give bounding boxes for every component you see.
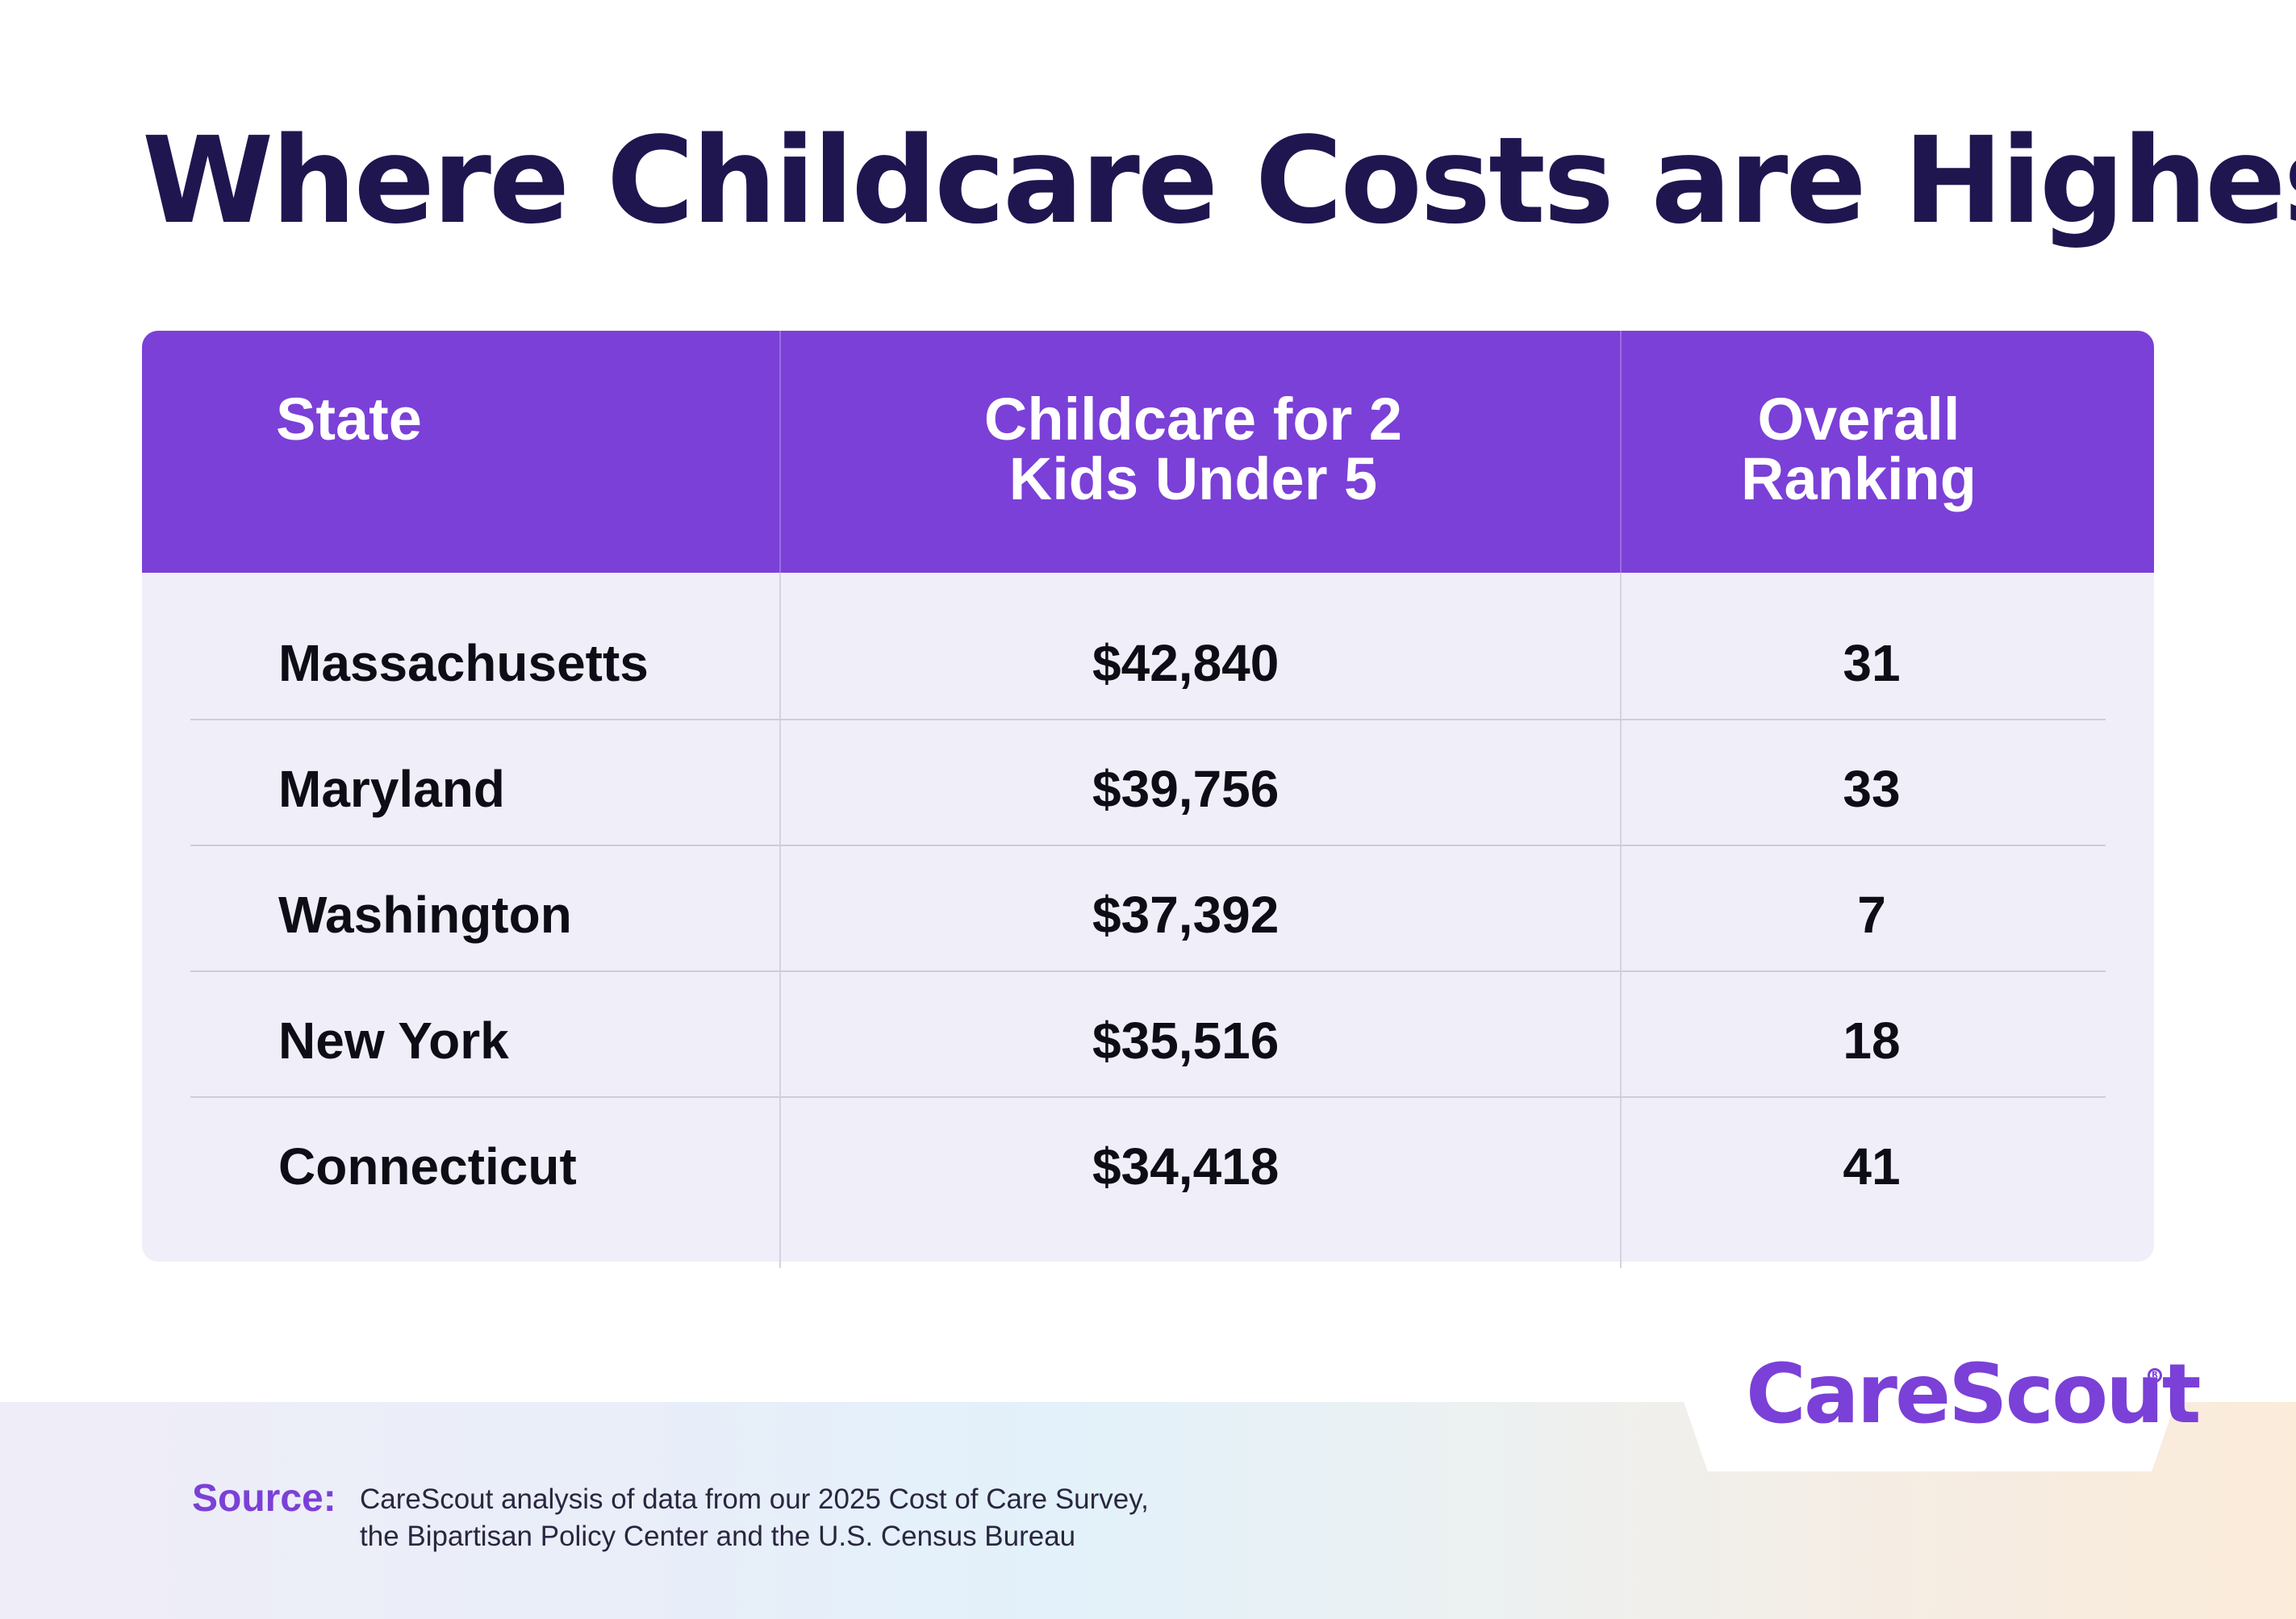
ranking-cell: 33 (1843, 760, 1901, 818)
column-header-overall-ranking-line2: Ranking (1741, 445, 1977, 512)
state-cell: New York (278, 1012, 509, 1070)
column-header-state: State (276, 390, 422, 449)
ranking-cell: 31 (1843, 634, 1901, 692)
state-cell: Washington (278, 886, 572, 944)
cost-cell: $34,418 (1092, 1137, 1279, 1195)
row-divider (190, 719, 2106, 720)
source-text-line1: CareScout analysis of data from our 2025… (360, 1483, 1149, 1515)
source-text: CareScout analysis of data from our 2025… (360, 1481, 1489, 1555)
table-row: Massachusetts $42,840 31 (0, 600, 2296, 726)
ranking-cell: 7 (1857, 886, 1886, 944)
source-text-line2: the Bipartisan Policy Center and the U.S… (360, 1521, 1076, 1552)
row-divider (190, 1096, 2106, 1098)
logo-tab (1672, 1367, 2188, 1471)
column-divider-2-header (1620, 331, 1622, 573)
column-header-childcare-cost-line2: Kids Under 5 (1008, 445, 1378, 512)
column-divider-2 (1620, 331, 1622, 1268)
table-header-bar (142, 331, 2154, 573)
column-header-state-line1: State (276, 386, 422, 453)
state-cell: Maryland (278, 760, 505, 818)
column-header-childcare-cost-line1: Childcare for 2 (983, 386, 1403, 453)
row-divider (190, 845, 2106, 846)
cost-cell: $42,840 (1092, 634, 1279, 692)
cost-cell: $35,516 (1092, 1012, 1279, 1070)
state-cell: Massachusetts (278, 634, 649, 692)
column-divider-1 (779, 331, 781, 1268)
registered-trademark-icon: R (2148, 1368, 2162, 1383)
cost-cell: $37,392 (1092, 886, 1279, 944)
column-divider-1-header (779, 331, 781, 573)
ranking-cell: 41 (1843, 1137, 1901, 1195)
table-row: Connecticut $34,418 41 (0, 1104, 2296, 1229)
page-title: Where Childcare Costs are Highest (142, 111, 2296, 250)
state-cell: Connecticut (278, 1137, 577, 1195)
ranking-cell: 18 (1843, 1012, 1901, 1070)
column-header-childcare-cost: Childcare for 2 Kids Under 5 (778, 390, 1609, 509)
carescout-logo: CareScout (1746, 1346, 2202, 1442)
source-label: Source: (192, 1477, 336, 1520)
table-row: Washington $37,392 7 (0, 852, 2296, 978)
column-header-overall-ranking-line1: Overall (1757, 386, 1960, 453)
column-header-overall-ranking: Overall Ranking (1622, 390, 2096, 509)
table-row: Maryland $39,756 33 (0, 726, 2296, 852)
cost-cell: $39,756 (1092, 760, 1279, 818)
row-divider (190, 970, 2106, 972)
table-row: New York $35,516 18 (0, 978, 2296, 1104)
